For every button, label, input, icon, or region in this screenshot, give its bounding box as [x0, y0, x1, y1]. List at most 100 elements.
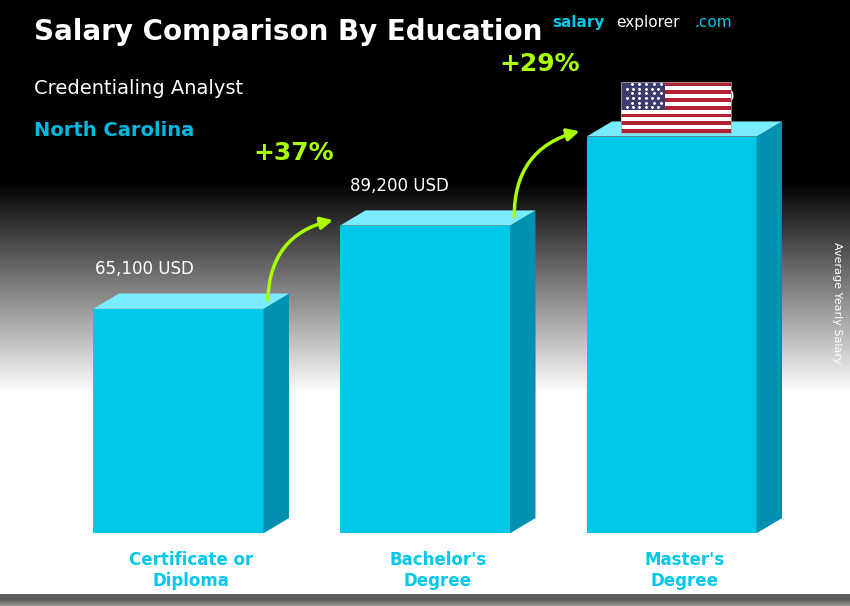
Bar — [0, 596, 850, 602]
Bar — [0, 594, 850, 601]
Bar — [0, 597, 850, 603]
Bar — [0, 599, 850, 605]
Bar — [620, 82, 731, 133]
Bar — [0, 597, 850, 603]
Bar — [0, 594, 850, 601]
Bar — [0, 599, 850, 605]
Bar — [0, 598, 850, 604]
Bar — [0, 598, 850, 604]
Bar — [0, 599, 850, 605]
Bar — [0, 599, 850, 605]
Bar — [0, 596, 850, 602]
Bar — [0, 596, 850, 602]
Bar — [0, 599, 850, 605]
Bar — [0, 599, 850, 605]
Bar — [0, 599, 850, 605]
Bar — [0, 598, 850, 604]
Bar — [0, 598, 850, 604]
Bar — [620, 105, 731, 110]
Bar — [0, 594, 850, 601]
Bar — [0, 595, 850, 601]
Bar — [0, 596, 850, 602]
Bar — [0, 599, 850, 605]
Bar — [0, 598, 850, 604]
Text: 89,200 USD: 89,200 USD — [350, 178, 449, 195]
Bar — [0, 595, 850, 601]
Bar — [620, 129, 731, 133]
Bar — [0, 594, 850, 601]
Bar — [620, 102, 731, 105]
Text: Credentialing Analyst: Credentialing Analyst — [34, 79, 243, 98]
Bar — [620, 125, 731, 129]
Bar — [620, 86, 731, 90]
Text: North Carolina: North Carolina — [34, 121, 195, 140]
Bar — [0, 598, 850, 604]
Bar — [0, 598, 850, 604]
Bar — [0, 597, 850, 603]
Bar — [620, 118, 731, 121]
Bar — [0, 595, 850, 601]
Bar — [0, 594, 850, 601]
Bar — [620, 82, 665, 110]
Bar — [0, 600, 850, 606]
Bar — [0, 596, 850, 602]
Bar — [0, 596, 850, 602]
Bar — [0, 598, 850, 604]
Bar — [620, 90, 731, 94]
Text: Bachelor's
Degree: Bachelor's Degree — [389, 551, 486, 590]
Bar — [0, 595, 850, 601]
Bar — [0, 595, 850, 601]
Bar — [0, 599, 850, 605]
Text: +37%: +37% — [253, 141, 333, 165]
Bar — [0, 594, 850, 601]
Bar — [0, 597, 850, 603]
Bar — [0, 598, 850, 604]
Bar — [0, 600, 850, 606]
Bar — [0, 599, 850, 605]
Bar — [0, 595, 850, 601]
Text: salary: salary — [552, 15, 605, 30]
Bar — [0, 598, 850, 604]
Bar — [0, 596, 850, 602]
Bar — [0, 598, 850, 604]
Bar — [0, 598, 850, 604]
Bar — [0, 596, 850, 602]
Bar — [0, 599, 850, 605]
Bar — [0, 595, 850, 601]
Polygon shape — [340, 210, 536, 225]
Bar — [0, 594, 850, 600]
Bar — [620, 121, 731, 125]
Bar — [0, 595, 850, 601]
Polygon shape — [94, 308, 264, 533]
Text: 65,100 USD: 65,100 USD — [95, 261, 194, 278]
Bar — [0, 595, 850, 601]
Text: Certificate or
Diploma: Certificate or Diploma — [129, 551, 253, 590]
Polygon shape — [586, 136, 756, 533]
Bar — [0, 599, 850, 605]
Text: +29%: +29% — [500, 52, 580, 76]
Bar — [0, 597, 850, 603]
Bar — [0, 598, 850, 604]
Bar — [620, 98, 731, 102]
Bar — [0, 594, 850, 601]
Polygon shape — [264, 293, 289, 533]
Bar — [0, 596, 850, 602]
Bar — [0, 596, 850, 602]
Polygon shape — [340, 225, 510, 533]
Bar — [0, 596, 850, 602]
Bar — [0, 597, 850, 603]
Bar — [0, 596, 850, 602]
Bar — [0, 599, 850, 605]
Bar — [0, 596, 850, 602]
Bar — [0, 598, 850, 604]
Bar — [0, 597, 850, 603]
Bar — [620, 94, 731, 98]
Bar — [0, 600, 850, 606]
Bar — [0, 598, 850, 604]
Bar — [0, 595, 850, 601]
Bar — [0, 600, 850, 606]
Text: Average Yearly Salary: Average Yearly Salary — [832, 242, 842, 364]
Text: Master's
Degree: Master's Degree — [644, 551, 724, 590]
Text: Salary Comparison By Education: Salary Comparison By Education — [34, 18, 542, 46]
Bar — [0, 594, 850, 600]
